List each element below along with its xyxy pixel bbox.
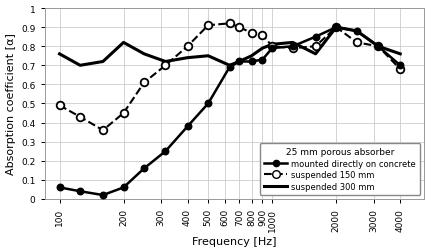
X-axis label: Frequency [Hz]: Frequency [Hz] xyxy=(192,237,277,246)
Legend: mounted directly on concrete, suspended 150 mm, suspended 300 mm: mounted directly on concrete, suspended … xyxy=(260,143,420,195)
Y-axis label: Absorption coefficient [α]: Absorption coefficient [α] xyxy=(6,33,15,175)
